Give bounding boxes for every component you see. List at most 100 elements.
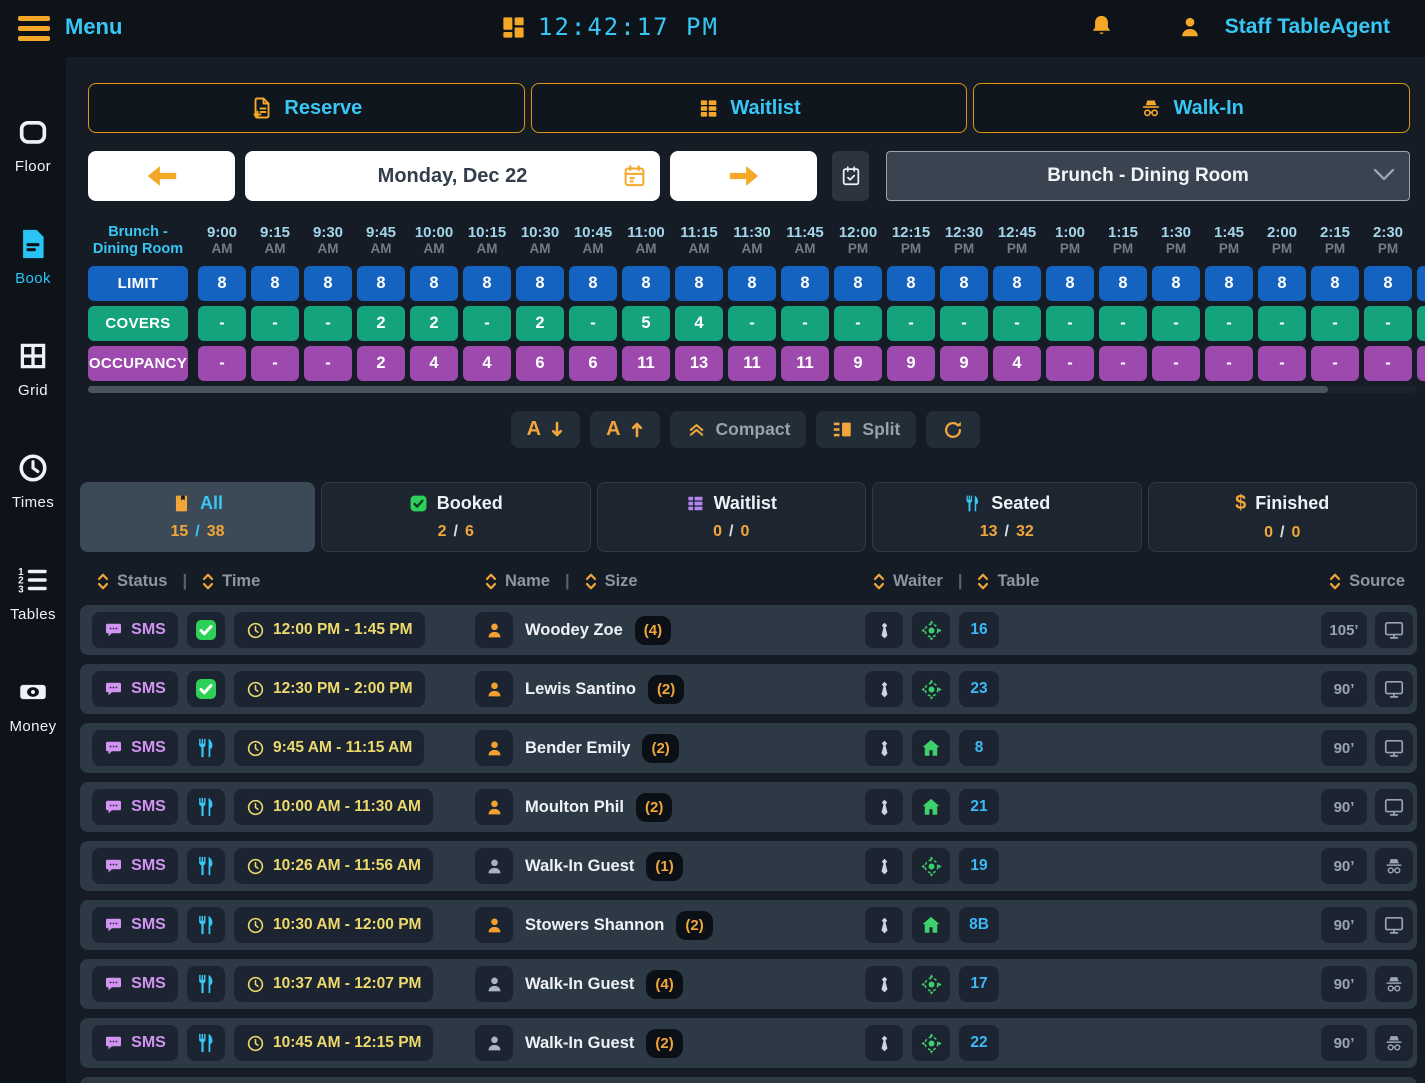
reservation-row[interactable]: SMS 10:26 AM - 11:56 AM (80, 841, 1417, 891)
sms-button[interactable]: SMS (92, 966, 178, 1002)
sidebar-item[interactable]: Money (9, 675, 56, 735)
sidebar-item[interactable]: Book (15, 227, 51, 287)
sidebar-item[interactable]: Times (12, 451, 54, 511)
table-number-badge[interactable]: 22 (959, 1025, 999, 1061)
reservation-row[interactable]: SMS 10:37 AM - 12:07 PM (80, 959, 1417, 1009)
time-range-badge[interactable]: 10:00 AM - 11:30 AM (234, 789, 433, 825)
sms-button[interactable]: SMS (92, 1025, 178, 1061)
waiter-badge[interactable] (865, 671, 903, 707)
font-decrease-button[interactable]: A (511, 411, 580, 448)
time-range-badge[interactable]: 10:37 AM - 12:07 PM (234, 966, 433, 1002)
sidebar-item[interactable]: Floor (15, 115, 51, 175)
filter-tab[interactable]: Booked 2/6 (321, 482, 591, 552)
waiter-badge[interactable] (865, 789, 903, 825)
walkin-button[interactable]: Walk-In (973, 83, 1410, 133)
next-day-button[interactable] (670, 151, 817, 201)
waiter-badge[interactable] (865, 612, 903, 648)
reservation-row[interactable]: SMS 10:45 AM - 12:15 PM (80, 1018, 1417, 1068)
date-field[interactable]: Monday, Dec 22 (245, 151, 660, 201)
duration-badge[interactable]: 90’ (1321, 789, 1367, 825)
area-badge[interactable] (912, 730, 950, 766)
reserve-button[interactable]: Reserve (88, 83, 525, 133)
time-range-badge[interactable]: 12:00 PM - 1:45 PM (234, 612, 425, 648)
party-size-badge[interactable]: (2) (676, 911, 712, 940)
sidebar-item[interactable]: 123 Tables (10, 563, 56, 623)
guest-icon-badge[interactable] (475, 1025, 513, 1061)
duration-badge[interactable]: 90’ (1321, 671, 1367, 707)
sms-button[interactable]: SMS (92, 730, 178, 766)
sidebar-item[interactable]: Grid (16, 339, 50, 399)
source-badge[interactable] (1375, 789, 1413, 825)
guest-icon-badge[interactable] (475, 907, 513, 943)
prev-day-button[interactable] (88, 151, 235, 201)
duration-badge[interactable]: 90’ (1321, 907, 1367, 943)
table-number-badge[interactable]: 19 (959, 848, 999, 884)
status-badge[interactable] (187, 848, 225, 884)
guest-icon-badge[interactable] (475, 789, 513, 825)
sms-button[interactable]: SMS (92, 848, 178, 884)
guest-icon-badge[interactable] (475, 966, 513, 1002)
sort-waiter-table[interactable]: Waiter| Table (873, 562, 1039, 600)
duration-badge[interactable]: 90’ (1321, 1025, 1367, 1061)
time-range-badge[interactable]: 10:30 AM - 12:00 PM (234, 907, 433, 943)
party-size-badge[interactable]: (4) (646, 970, 682, 999)
area-badge[interactable] (912, 966, 950, 1002)
table-number-badge[interactable]: 23 (959, 671, 999, 707)
source-badge[interactable] (1375, 907, 1413, 943)
sms-button[interactable]: SMS (92, 612, 178, 648)
timeline-scrollbar-track[interactable] (88, 386, 1417, 393)
source-badge[interactable] (1375, 671, 1413, 707)
table-number-badge[interactable]: 17 (959, 966, 999, 1002)
waiter-badge[interactable] (865, 1025, 903, 1061)
reservation-row[interactable]: SMS 12:00 PM - 1:45 PM (80, 605, 1417, 655)
waiter-badge[interactable] (865, 848, 903, 884)
sort-source[interactable]: Source (1329, 562, 1405, 600)
table-number-badge[interactable]: 8B (959, 907, 999, 943)
timeline-scrollbar-thumb[interactable] (88, 386, 1328, 393)
duration-badge[interactable]: 105’ (1321, 612, 1367, 648)
duration-badge[interactable]: 90’ (1321, 730, 1367, 766)
area-badge[interactable] (912, 848, 950, 884)
reservation-row[interactable]: SMS 10:30 AM - 12:00 PM (80, 900, 1417, 950)
party-size-badge[interactable]: (2) (642, 734, 678, 763)
compact-button[interactable]: Compact (670, 411, 807, 448)
waiter-badge[interactable] (865, 966, 903, 1002)
table-number-badge[interactable]: 16 (959, 612, 999, 648)
reservation-row[interactable]: SMS 12:30 PM - 2:00 PM (80, 664, 1417, 714)
guest-icon-badge[interactable] (475, 848, 513, 884)
room-select-dropdown[interactable]: Brunch - Dining Room (886, 151, 1410, 201)
hamburger-menu-icon[interactable] (18, 16, 50, 41)
reservation-row[interactable]: SMS 9:45 AM - 11:15 AM (80, 723, 1417, 773)
filter-tab[interactable]: All 15/38 (80, 482, 315, 552)
sms-button[interactable]: SMS (92, 907, 178, 943)
user-avatar-icon[interactable] (1177, 14, 1203, 40)
waiter-badge[interactable] (865, 907, 903, 943)
source-badge[interactable] (1375, 848, 1413, 884)
duration-badge[interactable]: 90’ (1321, 966, 1367, 1002)
sms-button[interactable]: SMS (92, 789, 178, 825)
area-badge[interactable] (912, 907, 950, 943)
sms-button[interactable]: SMS (92, 671, 178, 707)
time-range-badge[interactable]: 9:45 AM - 11:15 AM (234, 730, 424, 766)
area-badge[interactable] (912, 789, 950, 825)
sort-name-size[interactable]: Name| Size (485, 562, 638, 600)
bell-icon[interactable] (1088, 12, 1115, 41)
status-badge[interactable] (187, 1025, 225, 1061)
status-badge[interactable] (187, 730, 225, 766)
party-size-badge[interactable]: (2) (636, 793, 672, 822)
time-range-badge[interactable]: 10:45 AM - 12:15 PM (234, 1025, 433, 1061)
source-badge[interactable] (1375, 730, 1413, 766)
status-badge[interactable] (187, 789, 225, 825)
area-badge[interactable] (912, 671, 950, 707)
source-badge[interactable] (1375, 966, 1413, 1002)
user-name[interactable]: Staff TableAgent (1225, 15, 1390, 39)
source-badge[interactable] (1375, 1025, 1413, 1061)
status-badge[interactable] (187, 612, 225, 648)
guest-icon-badge[interactable] (475, 612, 513, 648)
calendar-check-button[interactable] (832, 151, 869, 201)
guest-icon-badge[interactable] (475, 671, 513, 707)
party-size-badge[interactable]: (4) (635, 616, 671, 645)
reservation-row-partial[interactable] (80, 1077, 1417, 1083)
party-size-badge[interactable]: (2) (648, 675, 684, 704)
guest-icon-badge[interactable] (475, 730, 513, 766)
